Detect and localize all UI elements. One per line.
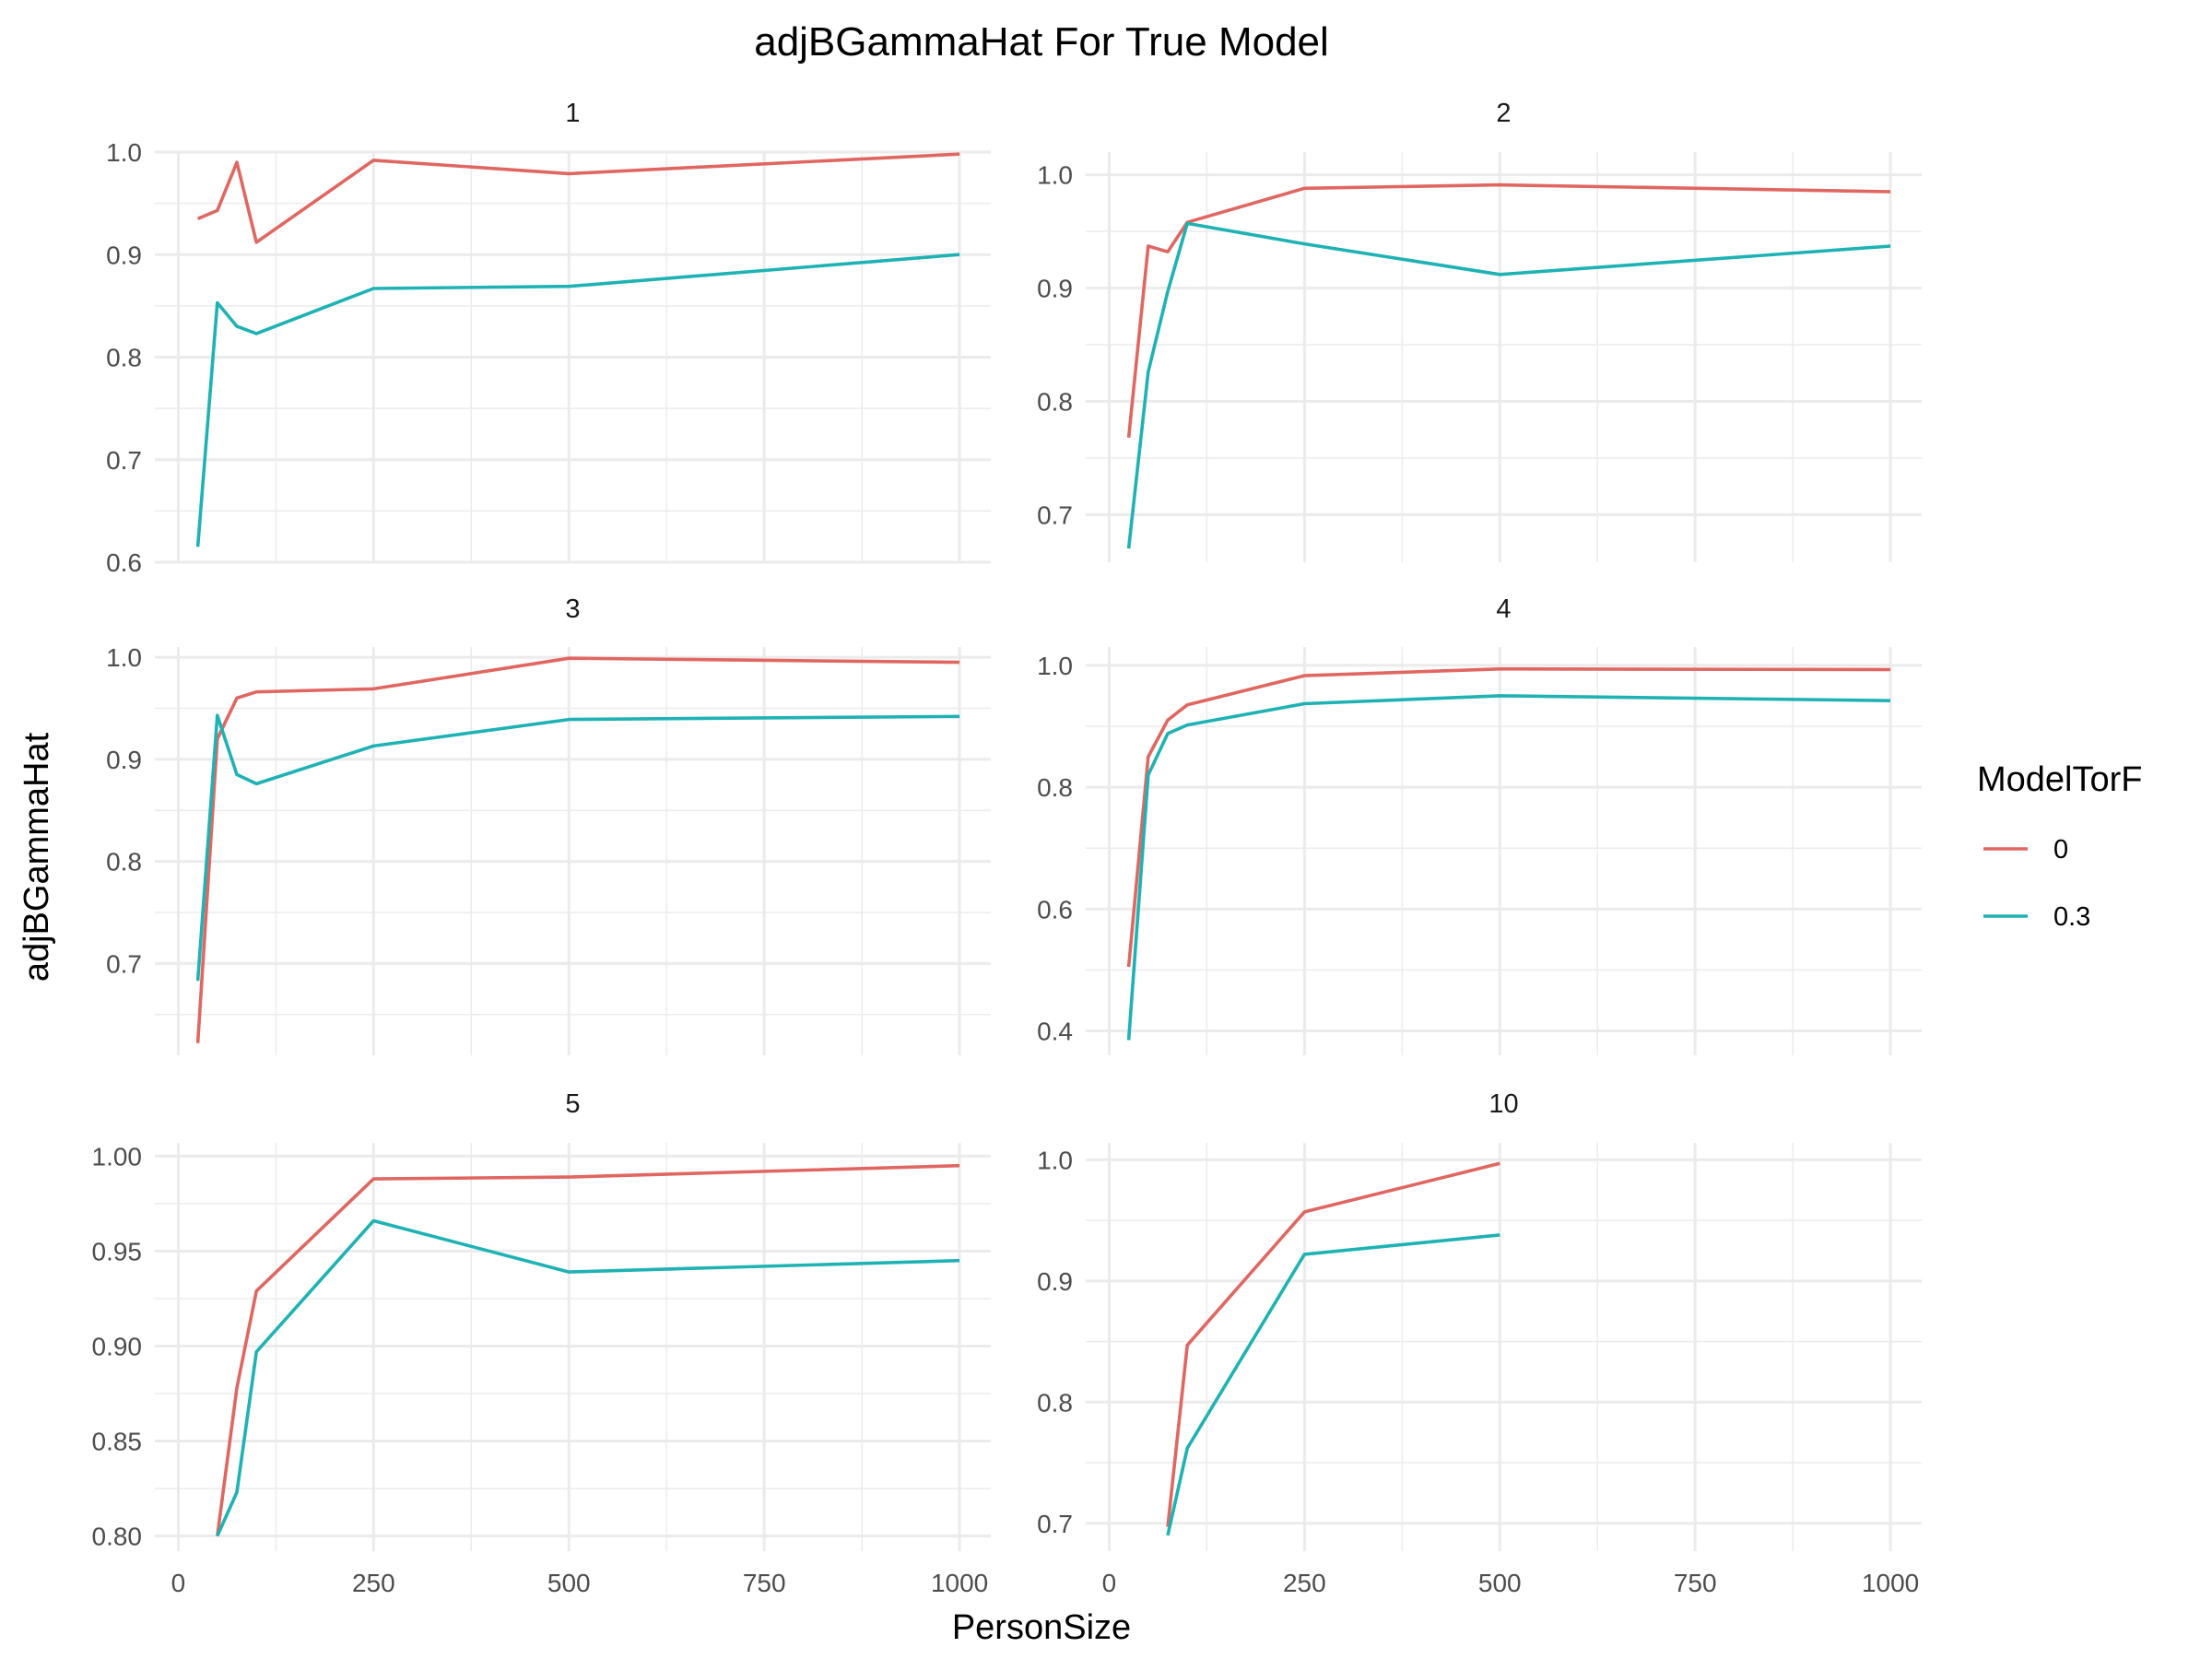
series-line-0.3 bbox=[216, 1218, 960, 1537]
series-line-0.3 bbox=[195, 253, 960, 547]
series-line-0.3 bbox=[195, 713, 960, 982]
x-tick-label: 250 bbox=[1283, 1569, 1326, 1597]
y-tick-label: 1.00 bbox=[92, 1142, 143, 1171]
series-line-0 bbox=[195, 656, 960, 1043]
legend: ModelTorF 0 0.3 bbox=[1977, 760, 2143, 932]
series-line-0 bbox=[196, 152, 960, 244]
y-tick-label: 0.95 bbox=[92, 1237, 143, 1265]
y-tick-label: 0.4 bbox=[1037, 1018, 1073, 1046]
y-tick-label: 0.85 bbox=[92, 1427, 143, 1455]
y-tick-label: 0.90 bbox=[92, 1332, 143, 1360]
series-line-0.3 bbox=[1126, 221, 1891, 549]
legend-label: 0.3 bbox=[2053, 902, 2090, 932]
panel-1: 0.6 0.7 0.8 0.9 1.0 1 bbox=[106, 99, 991, 577]
series-line-0 bbox=[1166, 1161, 1500, 1527]
panel-5: 0.80 0.85 0.90 0.95 1.00 0 250 500 750 1000 5 bbox=[92, 1089, 991, 1597]
y-tick-label: 0.7 bbox=[1037, 500, 1073, 529]
x-axis-title: PersonSize bbox=[952, 1608, 1131, 1647]
x-tick-label: 0 bbox=[1102, 1569, 1117, 1597]
panel-10: 0.7 0.8 0.9 1.0 0 250 500 750 1000 10 bbox=[1037, 1089, 1922, 1597]
y-tick-label: 0.7 bbox=[1037, 1510, 1073, 1538]
y-tick-label: 0.8 bbox=[1037, 773, 1073, 802]
y-tick-label: 0.8 bbox=[106, 344, 142, 372]
panels-layer: 0.6 0.7 0.8 0.9 1.0 1 0.7 0.8 0.9 1.0 2 0.7 0.8 0.9 1.… bbox=[92, 99, 1922, 1597]
x-tick-label: 500 bbox=[547, 1569, 591, 1597]
y-tick-label: 1.0 bbox=[1037, 161, 1073, 190]
x-tick-label: 250 bbox=[352, 1569, 395, 1597]
x-tick-label: 1000 bbox=[931, 1569, 988, 1597]
y-tick-label: 1.0 bbox=[106, 643, 142, 672]
panel-4: 0.4 0.6 0.8 1.0 4 bbox=[1037, 594, 1922, 1055]
x-tick-label: 750 bbox=[743, 1569, 786, 1597]
y-tick-label: 0.8 bbox=[1037, 1388, 1073, 1417]
y-tick-label: 1.0 bbox=[1037, 652, 1073, 680]
y-tick-label: 1.0 bbox=[1037, 1146, 1073, 1174]
y-tick-label: 0.80 bbox=[92, 1523, 143, 1551]
y-tick-label: 0.9 bbox=[1037, 1267, 1073, 1296]
series-line-0 bbox=[1126, 182, 1891, 438]
chart-title: adjBGammaHat For True Model bbox=[754, 19, 1329, 65]
series-line-0.3 bbox=[1166, 1233, 1500, 1536]
facet-strip-label: 5 bbox=[565, 1089, 580, 1119]
x-tick-label: 1000 bbox=[1862, 1569, 1919, 1597]
series-line-0 bbox=[216, 1163, 960, 1536]
y-tick-label: 1.0 bbox=[106, 138, 142, 167]
y-tick-label: 0.6 bbox=[106, 548, 142, 577]
x-tick-label: 500 bbox=[1478, 1569, 1522, 1597]
legend-title: ModelTorF bbox=[1977, 760, 2143, 799]
legend-label: 0 bbox=[2053, 835, 2068, 865]
y-tick-label: 0.7 bbox=[106, 446, 142, 475]
series-line-0.3 bbox=[1126, 694, 1891, 1041]
panel-3: 0.7 0.8 0.9 1.0 3 bbox=[106, 594, 991, 1055]
y-tick-label: 0.9 bbox=[106, 241, 142, 269]
y-tick-label: 0.8 bbox=[1037, 387, 1073, 416]
y-tick-label: 0.8 bbox=[106, 848, 142, 877]
facet-strip-label: 4 bbox=[1496, 594, 1511, 624]
panel-2: 0.7 0.8 0.9 1.0 2 bbox=[1037, 99, 1922, 562]
facet-strip-label: 2 bbox=[1496, 99, 1511, 128]
y-axis-title: adjBGammaHat bbox=[18, 732, 56, 982]
facet-strip-label: 1 bbox=[565, 99, 580, 128]
series-line-0 bbox=[1126, 666, 1891, 968]
y-tick-label: 0.6 bbox=[1037, 895, 1073, 924]
facet-strip-label: 10 bbox=[1488, 1089, 1518, 1119]
x-tick-label: 0 bbox=[171, 1569, 186, 1597]
y-tick-label: 0.7 bbox=[106, 949, 142, 978]
y-tick-label: 0.9 bbox=[106, 746, 142, 774]
facet-strip-label: 3 bbox=[565, 594, 580, 624]
y-tick-label: 0.9 bbox=[1037, 275, 1073, 303]
x-tick-label: 750 bbox=[1674, 1569, 1717, 1597]
